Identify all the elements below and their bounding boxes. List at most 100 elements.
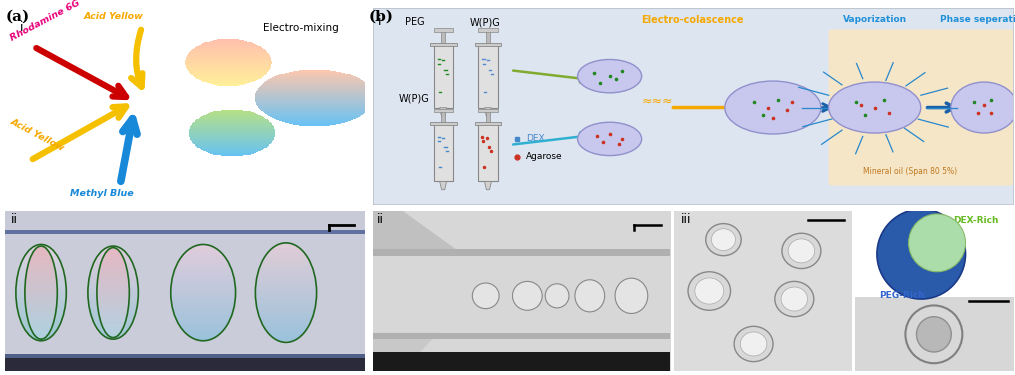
Bar (433, 28, 453, 32)
Bar (28, 320, 54, 321)
Bar (105, 254, 122, 256)
Bar (98, 276, 128, 278)
Bar (32, 253, 50, 255)
Bar (189, 135, 275, 136)
Bar (204, 42, 253, 43)
Bar (96, 294, 129, 295)
Bar (88, 284, 138, 286)
Bar (191, 50, 266, 51)
Bar (97, 297, 129, 299)
Bar (198, 45, 259, 46)
Bar (172, 284, 235, 286)
Bar (263, 324, 310, 326)
Bar (193, 123, 272, 124)
Bar (33, 251, 49, 253)
Bar (186, 332, 220, 334)
Text: ≈≈≈: ≈≈≈ (641, 95, 673, 108)
Bar (184, 330, 222, 332)
Text: i: i (19, 21, 23, 34)
Ellipse shape (725, 81, 821, 134)
Bar (258, 272, 314, 274)
Bar (213, 40, 244, 41)
Bar (26, 275, 56, 277)
Bar (97, 279, 129, 281)
Bar (173, 307, 233, 309)
Bar (171, 294, 235, 296)
Bar (92, 266, 134, 267)
Bar (29, 258, 53, 260)
Bar (31, 255, 51, 257)
Text: (a): (a) (6, 9, 30, 23)
Bar (35, 334, 48, 336)
Bar (276, 75, 353, 76)
Bar (25, 284, 57, 286)
Bar (190, 138, 274, 139)
Text: Rhodamine 6G: Rhodamine 6G (9, 0, 81, 43)
Bar (262, 262, 311, 264)
Bar (99, 267, 127, 268)
Bar (221, 155, 243, 156)
Bar (262, 321, 311, 324)
Bar (256, 101, 375, 102)
Bar (193, 49, 264, 50)
Bar (26, 253, 56, 255)
Bar (191, 125, 273, 126)
Bar (20, 265, 62, 267)
Bar (88, 301, 138, 303)
Bar (259, 87, 370, 88)
FancyBboxPatch shape (433, 124, 453, 182)
Bar (97, 281, 129, 283)
Bar (97, 288, 129, 290)
Bar (257, 308, 315, 309)
Bar (257, 306, 316, 308)
Bar (106, 331, 121, 333)
Bar (201, 116, 263, 117)
Bar (256, 102, 374, 103)
Ellipse shape (574, 280, 605, 312)
Bar (190, 127, 274, 128)
Bar (5, 354, 365, 358)
Bar (204, 151, 260, 152)
Bar (176, 317, 230, 319)
FancyBboxPatch shape (828, 30, 1014, 186)
Bar (21, 321, 61, 322)
Bar (25, 288, 57, 290)
Bar (264, 326, 309, 327)
Bar (191, 336, 216, 338)
Bar (25, 299, 57, 301)
Text: W(P)G: W(P)G (469, 17, 500, 27)
Bar (27, 267, 55, 269)
Bar (277, 244, 294, 246)
Text: ii: ii (378, 213, 385, 226)
Text: Electro-mixing: Electro-mixing (263, 23, 338, 33)
Bar (100, 265, 126, 267)
Bar (478, 109, 497, 112)
Bar (208, 113, 256, 114)
Bar (109, 249, 118, 250)
Bar (267, 80, 362, 81)
Bar (25, 277, 57, 279)
Text: Acid Yellow: Acid Yellow (9, 117, 66, 153)
Bar (256, 303, 316, 306)
Bar (196, 146, 268, 147)
Bar (102, 324, 125, 326)
Bar (171, 297, 235, 299)
Bar (268, 79, 361, 80)
Bar (258, 312, 314, 314)
Bar (100, 321, 126, 322)
Bar (37, 336, 46, 338)
Bar (221, 110, 243, 111)
Bar (261, 264, 312, 266)
Bar (175, 268, 231, 270)
Bar (97, 303, 129, 304)
Bar (208, 152, 256, 153)
Bar (90, 273, 136, 275)
Bar (31, 329, 51, 331)
Bar (196, 145, 269, 146)
Bar (193, 75, 264, 76)
Bar (202, 43, 255, 44)
Bar (96, 292, 129, 294)
Bar (193, 142, 272, 143)
FancyBboxPatch shape (478, 124, 497, 182)
Bar (268, 115, 361, 116)
